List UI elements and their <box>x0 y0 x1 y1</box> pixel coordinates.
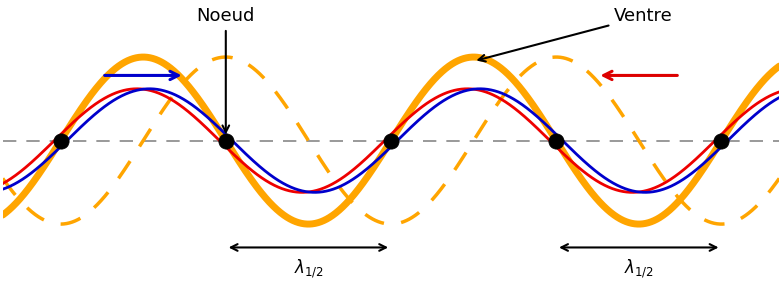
Text: $\lambda_{1/2}$: $\lambda_{1/2}$ <box>624 257 654 280</box>
Text: Noeud: Noeud <box>196 7 255 132</box>
Text: $\lambda_{1/2}$: $\lambda_{1/2}$ <box>293 257 323 280</box>
Text: Ventre: Ventre <box>479 7 673 61</box>
